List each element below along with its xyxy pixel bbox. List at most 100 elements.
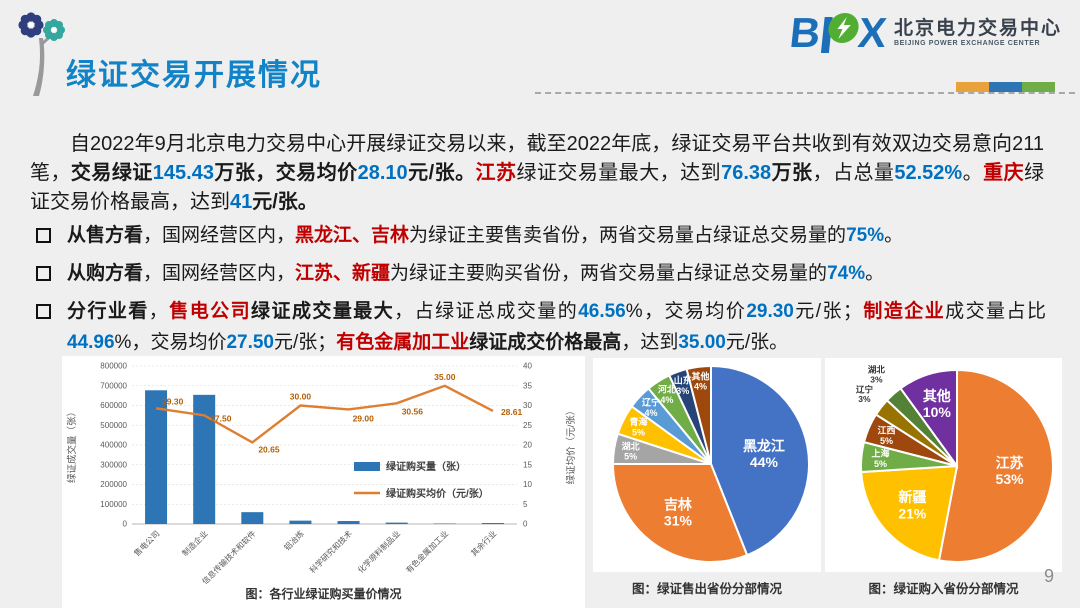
svg-text:江西: 江西 [878,424,896,435]
svg-text:辽宁: 辽宁 [642,397,660,408]
svg-text:3%: 3% [858,394,871,404]
logo-en: BEIJING POWER EXCHANGE CENTER [893,39,1041,47]
bar-chart-caption: 图：各行业绿证购买量价情况 [245,587,402,601]
bullet-square-icon [36,266,51,281]
svg-text:信息传输技术和软件: 信息传输技术和软件 [200,528,258,584]
svg-text:53%: 53% [996,471,1025,487]
svg-text:绿证均价（元/张）: 绿证均价（元/张） [565,406,577,485]
svg-text:30: 30 [523,401,532,410]
svg-text:4%: 4% [660,395,673,405]
svg-text:绿证购买均价（元/张）: 绿证购买均价（元/张） [386,487,489,500]
svg-text:30.00: 30.00 [290,392,312,402]
svg-text:27.50: 27.50 [210,413,232,423]
svg-text:吉林: 吉林 [664,496,692,512]
svg-text:20.65: 20.65 [258,444,280,454]
svg-text:5%: 5% [632,427,645,437]
svg-text:青海: 青海 [630,416,648,427]
accent-blue [989,82,1022,92]
bullet-text: 从购方看，国网经营区内，江苏、新疆为绿证主要购买省份，两省交易量占绿证总交易量的… [67,263,885,284]
svg-text:辽宁: 辽宁 [856,384,874,394]
svg-text:29.30: 29.30 [162,396,184,406]
svg-text:800000: 800000 [100,362,127,371]
industry-bar-line-chart: 0 100000 200000 300000 400000 500000 600000 700… [62,356,585,608]
svg-text:新疆: 新疆 [898,489,926,505]
svg-text:河北: 河北 [658,383,676,394]
svg-text:300000: 300000 [100,460,127,469]
svg-text:700000: 700000 [100,381,127,390]
svg-text:湖北: 湖北 [622,440,640,451]
svg-text:100000: 100000 [100,500,127,509]
svg-text:4%: 4% [644,408,657,418]
svg-text:上海: 上海 [872,448,890,459]
svg-text:29.00: 29.00 [353,413,375,423]
svg-text:5%: 5% [624,452,637,462]
svg-text:其他: 其他 [692,370,710,381]
svg-text:500000: 500000 [100,421,127,430]
svg-text:科学研究和技术: 科学研究和技术 [307,528,354,575]
page-title: 绿证交易开展情况 [66,59,322,92]
svg-text:20: 20 [523,441,532,450]
svg-text:3%: 3% [676,386,689,396]
svg-text:江苏: 江苏 [996,455,1024,471]
svg-text:4%: 4% [694,382,707,392]
bullet-buy-side: 从购方看，国网经营区内，江苏、新疆为绿证主要购买省份，两省交易量占绿证总交易量的… [36,258,1046,289]
bpx-letter-b: B [787,9,823,56]
svg-text:化学原料制品业: 化学原料制品业 [355,528,402,575]
svg-text:0: 0 [523,520,528,529]
header-divider [535,92,1075,94]
svg-text:3%: 3% [870,374,883,384]
svg-text:200000: 200000 [100,480,127,489]
svg-text:35.00: 35.00 [434,372,456,382]
sell-province-pie-chart: 黑龙江 44% 吉林 31% 湖北 5% 青海 5% 辽宁 4% 河北 4% 山东 3% 其他 4% [593,358,821,572]
bpx-logo-mark: B X [787,9,889,56]
bullet-square-icon [36,228,51,243]
accent-green [1022,82,1055,92]
bpx-letter-x: X [855,9,889,56]
bpx-letter-p-icon [819,13,861,53]
buy-province-pie-chart: 江苏 53% 新疆 21% 上海 5% 江西 5% 辽宁 3% 湖北 3% 其他 10% [825,358,1062,572]
pie2-caption: 图：绿证购入省份分部情况 [868,582,1019,596]
svg-text:28.61: 28.61 [501,407,523,417]
bullet-text: 分行业看，售电公司绿证成交量最大，占绿证总成交量的46.56%，交易均价29.3… [67,301,1046,353]
svg-text:湖北: 湖北 [868,365,886,375]
svg-text:5%: 5% [874,459,887,469]
bullet-text: 从售方看，国网经营区内，黑龙江、吉林为绿证主要售卖省份，两省交易量占绿证总交易量… [67,225,904,246]
svg-text:铝冶炼: 铝冶炼 [282,528,306,552]
svg-text:15: 15 [523,460,532,469]
svg-text:10%: 10% [923,404,952,420]
tree-logo-icon [12,6,70,107]
svg-text:其余行业: 其余行业 [469,528,499,558]
bpx-logo: B X 北京电力交易中心 BEIJING POWER EXCHANGE CENT… [787,9,1062,56]
svg-text:21%: 21% [898,505,927,521]
accent-orange [956,82,989,92]
svg-text:44%: 44% [750,454,779,470]
bar-line-chart-svg: 0 100000 200000 300000 400000 500000 600000 700… [66,362,577,587]
svg-text:山东: 山东 [674,375,692,386]
bullet-sell-side: 从售方看，国网经营区内，黑龙江、吉林为绿证主要售卖省份，两省交易量占绿证总交易量… [36,220,1046,251]
svg-text:有色金属加工业: 有色金属加工业 [404,528,451,575]
bullet-list: 从售方看，国网经营区内，黑龙江、吉林为绿证主要售卖省份，两省交易量占绿证总交易量… [36,220,1046,358]
svg-text:600000: 600000 [100,401,127,410]
svg-text:35: 35 [523,381,532,390]
bullet-square-icon [36,304,51,319]
svg-text:黑龙江: 黑龙江 [743,438,785,454]
svg-text:5%: 5% [880,436,893,446]
svg-text:其他: 其他 [923,388,951,404]
pie1-caption: 图：绿证售出省份分部情况 [631,582,782,596]
intro-paragraph: 自2022年9月北京电力交易中心开展绿证交易以来，截至2022年底，绿证交易平台… [30,133,1045,213]
svg-text:5: 5 [523,500,528,509]
svg-text:绿证成交量（张）: 绿证成交量（张） [66,407,78,483]
svg-text:30.56: 30.56 [402,406,424,416]
logo-text: 北京电力交易中心 BEIJING POWER EXCHANGE CENTER [894,18,1062,48]
svg-text:25: 25 [523,421,532,430]
svg-text:售电公司: 售电公司 [132,528,162,558]
page-number: 9 [1043,566,1054,586]
svg-text:40: 40 [523,362,532,371]
lightning-icon [837,17,851,39]
bullet-by-industry: 分行业看，售电公司绿证成交量最大，占绿证总成交量的46.56%，交易均价29.3… [36,296,1046,358]
svg-text:0: 0 [123,520,128,529]
svg-text:10: 10 [523,480,532,489]
